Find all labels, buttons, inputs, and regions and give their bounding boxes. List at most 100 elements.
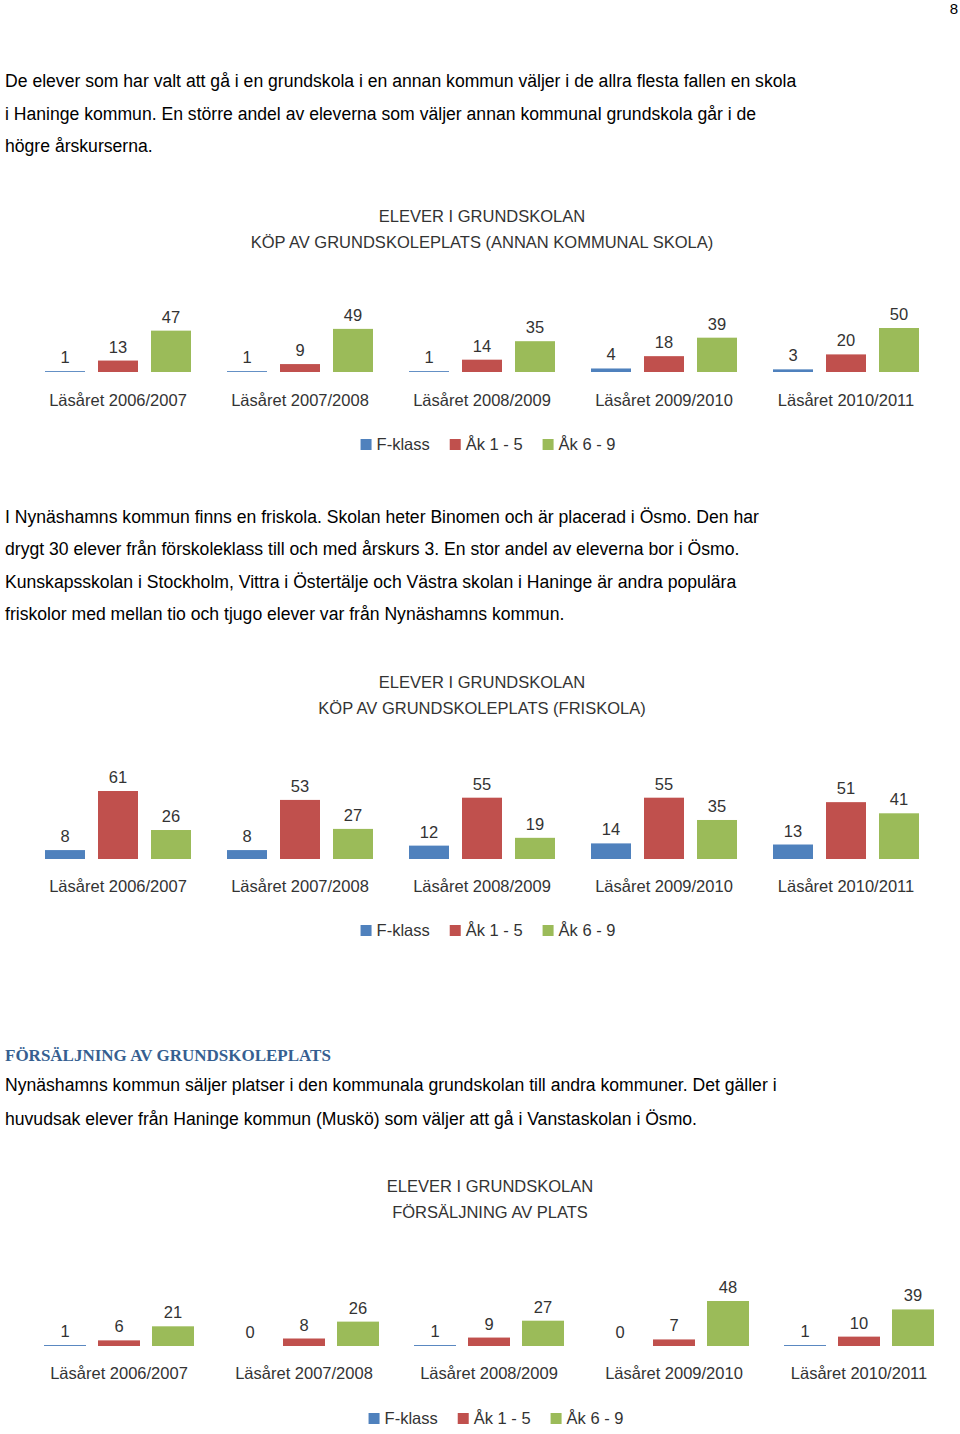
- legend: F-klassÅk 1 - 5Åk 6 - 9: [361, 435, 616, 453]
- text-line: Kunskapsskolan i Stockholm, Vittra i Öst…: [5, 572, 736, 592]
- legend-label: F-klass: [377, 435, 430, 453]
- data-label: 26: [349, 1299, 367, 1317]
- text-line: drygt 30 elever från förskoleklass till …: [5, 539, 739, 559]
- data-label: 1: [800, 1322, 809, 1340]
- bar: [151, 830, 191, 859]
- data-label: 8: [299, 1316, 308, 1334]
- bar: [98, 791, 138, 859]
- bars: [44, 1301, 934, 1346]
- category-label: Läsåret 2007/2008: [235, 1364, 373, 1382]
- data-label: 35: [526, 318, 544, 336]
- data-label: 6: [114, 1317, 123, 1335]
- bar: [879, 328, 919, 372]
- data-labels: 111431391418204749353950: [60, 305, 908, 366]
- text-line: De elever som har valt att gå i en grund…: [5, 71, 796, 91]
- text-line: högre årskurserna.: [5, 136, 153, 156]
- bars: [45, 791, 919, 859]
- data-label: 47: [162, 308, 180, 326]
- data-labels: 101016897102126274839: [60, 1278, 922, 1341]
- bar: [468, 1338, 510, 1346]
- data-label: 1: [430, 1322, 439, 1340]
- data-label: 1: [60, 1322, 69, 1340]
- bar: [773, 369, 813, 372]
- page-canvas: 8 De elever som har valt att gå i en grun…: [0, 0, 960, 1434]
- category-label: Läsåret 2010/2011: [778, 877, 914, 895]
- data-label: 19: [526, 815, 544, 833]
- bar: [879, 813, 919, 859]
- legend-swatch: [361, 439, 372, 450]
- data-label: 10: [850, 1314, 868, 1332]
- chart-title: ELEVER I GRUNDSKOLAN: [379, 207, 585, 225]
- bar: [45, 371, 85, 373]
- bar: [152, 1326, 194, 1346]
- data-label: 26: [162, 807, 180, 825]
- legend-label: Åk 1 - 5: [474, 1409, 531, 1427]
- data-label: 9: [295, 341, 304, 359]
- text-line: friskolor med mellan tio och tjugo eleve…: [5, 604, 564, 624]
- chart-subtitle: KÖP AV GRUNDSKOLEPLATS (FRISKOLA): [318, 699, 645, 717]
- data-label: 3: [788, 346, 797, 364]
- data-label: 53: [291, 777, 309, 795]
- bar: [644, 356, 684, 372]
- data-label: 39: [904, 1286, 922, 1304]
- chart-title: ELEVER I GRUNDSKOLAN: [379, 673, 585, 691]
- legend-swatch: [450, 925, 461, 936]
- data-label: 41: [890, 790, 908, 808]
- bar: [826, 354, 866, 372]
- bar: [337, 1322, 379, 1346]
- bar: [462, 798, 502, 859]
- legend-label: Åk 1 - 5: [466, 921, 523, 939]
- legend-label: Åk 6 - 9: [567, 1409, 624, 1427]
- data-label: 1: [242, 348, 251, 366]
- bar: [409, 846, 449, 859]
- paragraph: Nynäshamns kommun säljer platser i den k…: [5, 1075, 777, 1129]
- legend-swatch: [450, 439, 461, 450]
- bar: [229, 1346, 271, 1347]
- bar: [515, 341, 555, 372]
- bar: [826, 802, 866, 859]
- category-label: Läsåret 2010/2011: [791, 1364, 927, 1382]
- category-labels: Läsåret 2006/2007Läsåret 2007/2008Läsåre…: [49, 877, 914, 895]
- legend-label: F-klass: [385, 1409, 438, 1427]
- bar: [280, 800, 320, 859]
- legend-label: Åk 6 - 9: [559, 921, 616, 939]
- legend-swatch: [543, 439, 554, 450]
- legend-label: Åk 6 - 9: [559, 435, 616, 453]
- legend: F-klass Åk 1 - 5 Åk 6 - 9: [369, 1409, 624, 1427]
- data-label: 55: [655, 775, 673, 793]
- text-line: I Nynäshamns kommun finns en friskola. S…: [5, 507, 759, 527]
- data-label: 20: [837, 331, 855, 349]
- bar: [283, 1339, 325, 1347]
- data-label: 0: [615, 1323, 624, 1341]
- section-heading: FÖRSÄLJNING AV GRUNDSKOLEPLATS: [5, 1046, 331, 1065]
- text-line: Nynäshamns kommun säljer platser i den k…: [5, 1075, 777, 1095]
- chart-subtitle: FÖRSÄLJNING AV PLATS: [392, 1203, 588, 1221]
- data-label: 50: [890, 305, 908, 323]
- chart-subtitle: KÖP AV GRUNDSKOLEPLATS (ANNAN KOMMUNAL S…: [251, 233, 713, 251]
- bars: [45, 328, 919, 372]
- bar: [44, 1345, 86, 1347]
- data-label: 51: [837, 779, 855, 797]
- legend: F-klassÅk 1 - 5Åk 6 - 9: [361, 921, 616, 939]
- data-label: 9: [484, 1315, 493, 1333]
- paragraph: De elever som har valt att gå i en grund…: [5, 71, 796, 156]
- data-label: 18: [655, 333, 673, 351]
- paragraph: I Nynäshamns kommun finns en friskola. S…: [5, 507, 759, 624]
- bar: [653, 1339, 695, 1346]
- bar: [280, 364, 320, 372]
- data-label: 49: [344, 306, 362, 324]
- data-label: 12: [420, 823, 438, 841]
- bar: [707, 1301, 749, 1346]
- data-label: 1: [60, 348, 69, 366]
- legend-swatch: [551, 1413, 562, 1424]
- data-label: 8: [242, 827, 251, 845]
- legend-swatch: [361, 925, 372, 936]
- bar: [644, 798, 684, 859]
- data-label: 0: [245, 1323, 254, 1341]
- data-label: 39: [708, 315, 726, 333]
- category-label: Läsåret 2007/2008: [231, 877, 369, 895]
- category-label: Läsåret 2006/2007: [50, 1364, 188, 1382]
- bar: [697, 820, 737, 859]
- category-label: Läsåret 2009/2010: [595, 391, 733, 409]
- bar: [591, 368, 631, 372]
